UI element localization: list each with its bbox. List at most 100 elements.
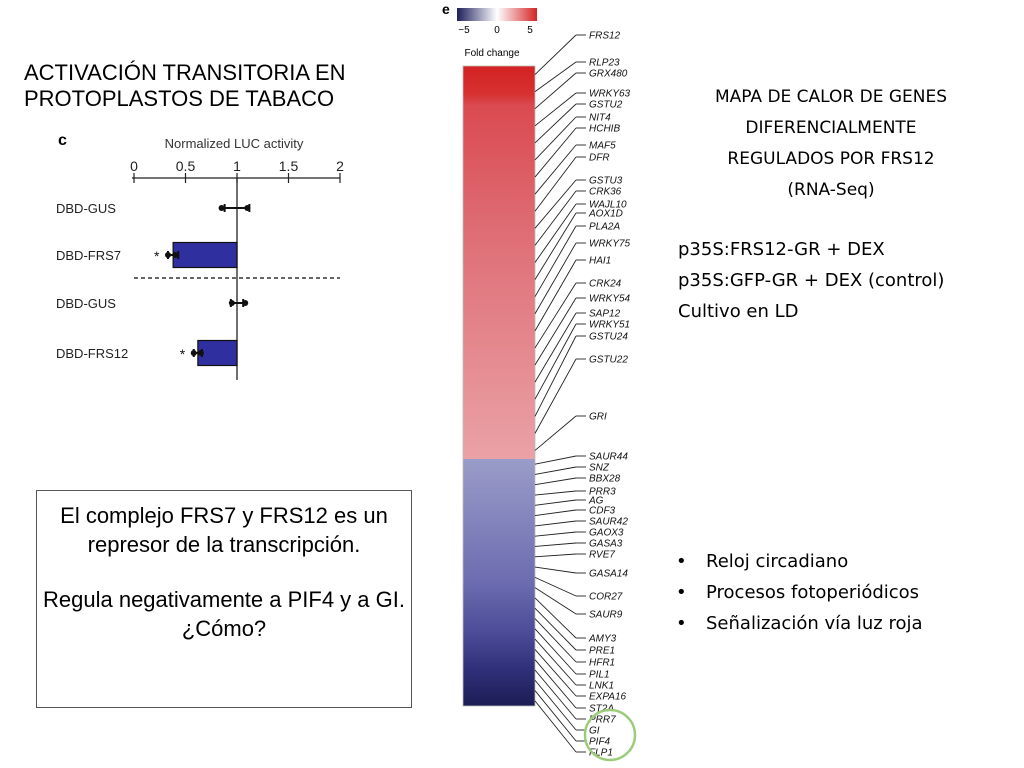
data-point (218, 205, 225, 211)
gene-label: RVE7 (589, 550, 615, 561)
leader-line (534, 103, 577, 144)
legend-tick-max: 5 (527, 25, 533, 36)
leader-line (534, 669, 577, 720)
category-label: DBD-GUS (56, 296, 116, 311)
leader-line (534, 649, 577, 697)
bullet-item: Señalización vía luz roja (676, 608, 923, 639)
right-title-line: DIFERENCIALMENTE (745, 118, 917, 138)
leader-line (534, 203, 577, 263)
leader-line (534, 490, 577, 496)
bar-rows: DBD-GUS DBD-FRS7 * DBD-GUS DBD-FRS12 * (56, 201, 251, 367)
x-tick-label: 1 (233, 158, 241, 174)
leader-line (534, 628, 577, 675)
gene-label: GASA14 (589, 569, 628, 580)
gene-label: GSTU24 (589, 332, 628, 343)
leader-line (534, 323, 577, 400)
leader-line (534, 542, 577, 547)
condition-line: p35S:GFP-GR + DEX (control) (678, 270, 945, 291)
process-bullet-list: Reloj circadiano Procesos fotoperiódicos… (676, 546, 923, 639)
condition-line: Cultivo en LD (678, 301, 799, 322)
gene-label: EXPA16 (589, 692, 626, 703)
gene-label: GSTU22 (589, 355, 628, 366)
highlight-circle (583, 708, 637, 762)
leader-line (534, 282, 577, 349)
heatmap-border (462, 65, 536, 707)
gene-label: COR27 (589, 592, 623, 603)
gene-label: HCHIB (589, 124, 620, 135)
significance-mark: * (154, 248, 160, 264)
gene-label: FRS12 (589, 31, 621, 42)
leader-line (534, 72, 577, 110)
gene-label: GSTU3 (589, 176, 623, 187)
gene-label: WRKY51 (589, 320, 630, 331)
data-point (244, 205, 251, 211)
left-slide-title: ACTIVACIÓN TRANSITORIA EN PROTOPLASTOS D… (24, 60, 346, 112)
leader-line (534, 358, 577, 434)
gene-label: BBX28 (589, 474, 621, 485)
data-point (197, 350, 204, 356)
gene-label: WAJL10 (589, 200, 627, 211)
leader-line (534, 700, 577, 753)
data-point (190, 350, 197, 356)
gene-label: SNZ (589, 463, 610, 474)
x-tick-label: 0.5 (176, 158, 196, 174)
gene-label: AMY3 (588, 634, 617, 645)
data-point (164, 252, 171, 258)
gene-label: AG (588, 496, 604, 507)
gene-label: SAP12 (589, 309, 621, 320)
gene-label: PIL1 (589, 670, 610, 681)
category-label: DBD-FRS12 (56, 346, 128, 361)
heatmap-upregulated-block (463, 66, 535, 459)
significance-mark: * (180, 346, 186, 362)
fold-change-legend-bar (457, 8, 537, 21)
leader-line (534, 127, 577, 178)
gene-label: CRK24 (589, 279, 622, 290)
left-title-line: PROTOPLASTOS DE TABACO (24, 86, 335, 111)
leader-line (534, 225, 577, 297)
gene-label: GSTU2 (589, 100, 623, 111)
bar-chart-title: Normalized LUC activity (165, 136, 304, 151)
gene-label: HAI1 (589, 256, 611, 267)
experiment-conditions: p35S:FRS12-GR + DEX p35S:GFP-GR + DEX (c… (678, 234, 944, 327)
gene-label: ST2A (589, 704, 614, 715)
leader-line (534, 466, 577, 475)
conclusion-paragraph-1: El complejo FRS7 y FRS12 es un represor … (60, 503, 388, 557)
leader-line (534, 679, 577, 731)
gene-label: PRE1 (589, 646, 615, 657)
gene-label: WRKY75 (589, 239, 631, 250)
leader-line (534, 607, 577, 651)
right-title-line: MAPA DE CALOR DE GENES (714, 87, 948, 107)
leader-line (534, 509, 577, 517)
leader-line (534, 144, 577, 195)
gene-label: HFR1 (589, 658, 615, 669)
panel-label-c: c (58, 132, 67, 149)
panel-label-e: e (442, 1, 450, 17)
gene-label: PRR3 (589, 487, 616, 498)
conclusion-box: El complejo FRS7 y FRS12 es un represor … (36, 490, 412, 708)
bar (172, 241, 238, 269)
conclusion-paragraph-2: Regula negativamente a PIF4 y a GI. ¿Cóm… (43, 587, 405, 641)
leader-line (534, 553, 577, 558)
gene-leader-lines (534, 34, 586, 753)
leader-line (534, 335, 577, 417)
leader-line (534, 520, 577, 527)
right-title-line: REGULADOS POR FRS12 (727, 149, 935, 169)
leader-line (534, 190, 577, 246)
data-point (242, 300, 249, 306)
condition-line: p35S:FRS12-GR + DEX (678, 239, 885, 260)
gene-label: SAUR44 (589, 452, 628, 463)
gene-label: LNK1 (589, 681, 614, 692)
gene-label: PLA2A (589, 222, 620, 233)
data-point (228, 300, 235, 306)
gene-label: PIF4 (589, 737, 611, 748)
x-axis-ticks: 0 0.5 1 1.5 2 (130, 158, 344, 183)
leader-line (534, 597, 577, 639)
gene-label: FLP1 (589, 748, 613, 759)
legend-tick-mid: 0 (494, 25, 500, 36)
leader-line (534, 477, 577, 486)
leader-line (534, 638, 577, 686)
data-point (172, 252, 179, 258)
leader-line (534, 297, 577, 366)
